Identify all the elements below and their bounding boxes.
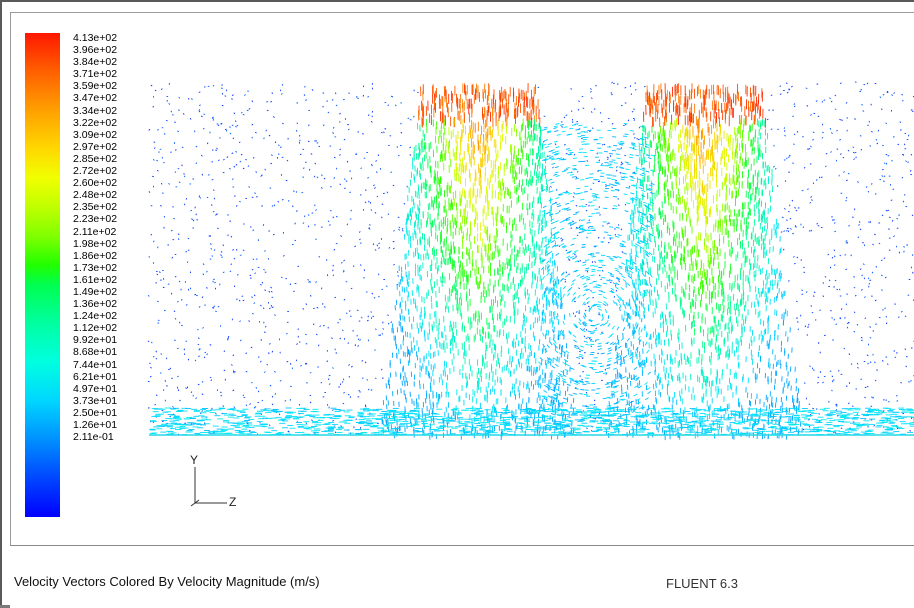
- axis-lines: [171, 453, 251, 523]
- plot-caption: Velocity Vectors Colored By Velocity Mag…: [14, 574, 320, 589]
- axis-z-label: Z: [229, 495, 236, 509]
- caption-bar: Velocity Vectors Colored By Velocity Mag…: [10, 545, 914, 608]
- axis-y-label: Y: [190, 453, 198, 467]
- axis-triad: Y Z: [171, 453, 251, 523]
- velocity-vector-field: [11, 13, 914, 546]
- version-label: FLUENT 6.3: [666, 576, 738, 591]
